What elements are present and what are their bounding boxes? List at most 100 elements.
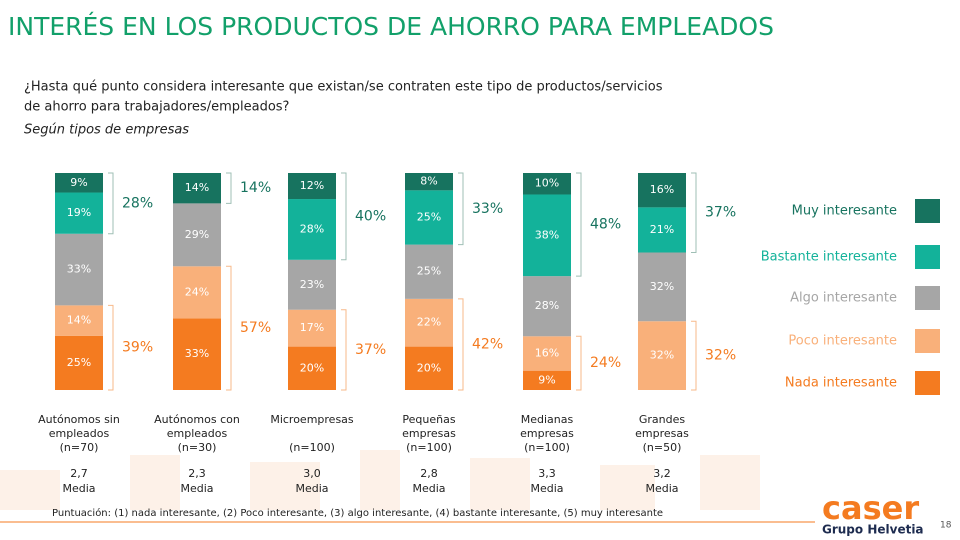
mean-value: 2,8 [420, 467, 438, 480]
bar-segment [288, 199, 336, 260]
bar-segment [405, 346, 453, 390]
bar-segment [55, 173, 103, 193]
mean-label: Media [295, 482, 328, 495]
bottom-total: 32% [705, 348, 736, 364]
mean-label: Media [645, 482, 678, 495]
mean-value: 3,3 [538, 467, 556, 480]
bar-segment [638, 321, 686, 390]
bracket [341, 172, 347, 261]
question: de ahorro para trabajadores/empleados? [24, 100, 289, 115]
bar-segment [288, 346, 336, 390]
top-total: 37% [705, 205, 736, 221]
bar-segment [173, 203, 221, 267]
title: INTERÉS EN LOS PRODUCTOS DE AHORRO PARA … [8, 12, 774, 41]
bracket [691, 320, 697, 391]
legend-swatch [915, 329, 940, 353]
bar-segment [523, 276, 571, 337]
value-label: 20% [417, 361, 441, 374]
bar-segment [638, 252, 686, 322]
value-label: 29% [185, 228, 209, 241]
footnote: Puntuación: (1) nada interesante, (2) Po… [52, 507, 663, 519]
legend-swatch [915, 199, 940, 223]
sample-size: (n=100) [524, 441, 570, 454]
legend-swatch [915, 286, 940, 310]
x-tick-label: empleados [49, 427, 110, 440]
mean-value: 3,2 [653, 467, 671, 480]
value-label: 16% [650, 183, 674, 196]
bar-segment [638, 173, 686, 208]
value-label: 16% [535, 346, 559, 359]
legend-label: Poco interesante [788, 334, 897, 349]
mean-label: Media [62, 482, 95, 495]
value-label: 21% [650, 223, 674, 236]
bracket [576, 172, 582, 277]
legend-label: Muy interesante [792, 204, 897, 219]
legend-label: Bastante interesante [761, 250, 897, 265]
bar-segment [405, 244, 453, 299]
plot: 25%14%33%19%9%28%39%Autónomos sinemplead… [38, 172, 940, 495]
value-label: 9% [538, 373, 555, 386]
bar-segment [173, 318, 221, 390]
value-label: 8% [420, 175, 437, 188]
x-tick-label: Medianas [521, 413, 574, 426]
value-label: 24% [185, 285, 209, 298]
sample-size: (n=100) [289, 441, 335, 454]
bracket [108, 172, 114, 235]
value-label: 32% [650, 280, 674, 293]
bracket [108, 304, 114, 391]
bar-segment [55, 335, 103, 390]
value-label: 25% [417, 210, 441, 223]
top-total: 14% [240, 180, 271, 196]
top-total: 48% [590, 217, 621, 233]
skyline [0, 450, 760, 510]
value-label: 28% [300, 222, 324, 235]
sample-size: (n=100) [406, 441, 452, 454]
question: ¿Hasta qué punto considera interesante q… [24, 80, 663, 95]
value-label: 9% [70, 176, 87, 189]
bar-segment [173, 173, 221, 204]
x-tick-label: empresas [635, 427, 689, 440]
bottom-total: 24% [590, 355, 621, 371]
sample-size: (n=30) [178, 441, 217, 454]
bracket [458, 172, 464, 246]
value-label: 23% [300, 278, 324, 291]
bracket [226, 265, 232, 391]
mean-value: 3,0 [303, 467, 321, 480]
bar-segment [288, 173, 336, 200]
bottom-total: 42% [472, 336, 503, 352]
bar-segment [288, 259, 336, 310]
value-label: 32% [650, 349, 674, 362]
sample-size: (n=70) [60, 441, 99, 454]
bracket [576, 335, 582, 391]
mean-label: Media [530, 482, 563, 495]
mean-value: 2,3 [188, 467, 206, 480]
bar-segment [405, 190, 453, 245]
value-label: 22% [417, 316, 441, 329]
value-label: 33% [185, 347, 209, 360]
bracket [458, 298, 464, 391]
value-label: 38% [535, 228, 559, 241]
value-label: 14% [67, 314, 91, 327]
bottom-total: 39% [122, 340, 153, 356]
value-label: 25% [67, 356, 91, 369]
x-tick-label: Pequeñas [402, 413, 455, 426]
top-total: 33% [472, 201, 503, 217]
bar-segment [288, 309, 336, 347]
mean-label: Media [180, 482, 213, 495]
bottom-total: 57% [240, 320, 271, 336]
legend-swatch [915, 245, 940, 269]
logo-brand: caser [822, 489, 919, 527]
mean-value: 2,7 [70, 467, 88, 480]
value-label: 33% [67, 263, 91, 276]
bar-segment [523, 336, 571, 371]
bar-segment [523, 194, 571, 277]
bar-segment [55, 305, 103, 336]
x-tick-label: Autónomos sin [38, 413, 120, 426]
value-label: 14% [185, 181, 209, 194]
bar-segment [405, 173, 453, 191]
subtitle: Según tipos de empresas [24, 123, 189, 138]
bar-segment [173, 266, 221, 319]
bracket [341, 309, 347, 391]
